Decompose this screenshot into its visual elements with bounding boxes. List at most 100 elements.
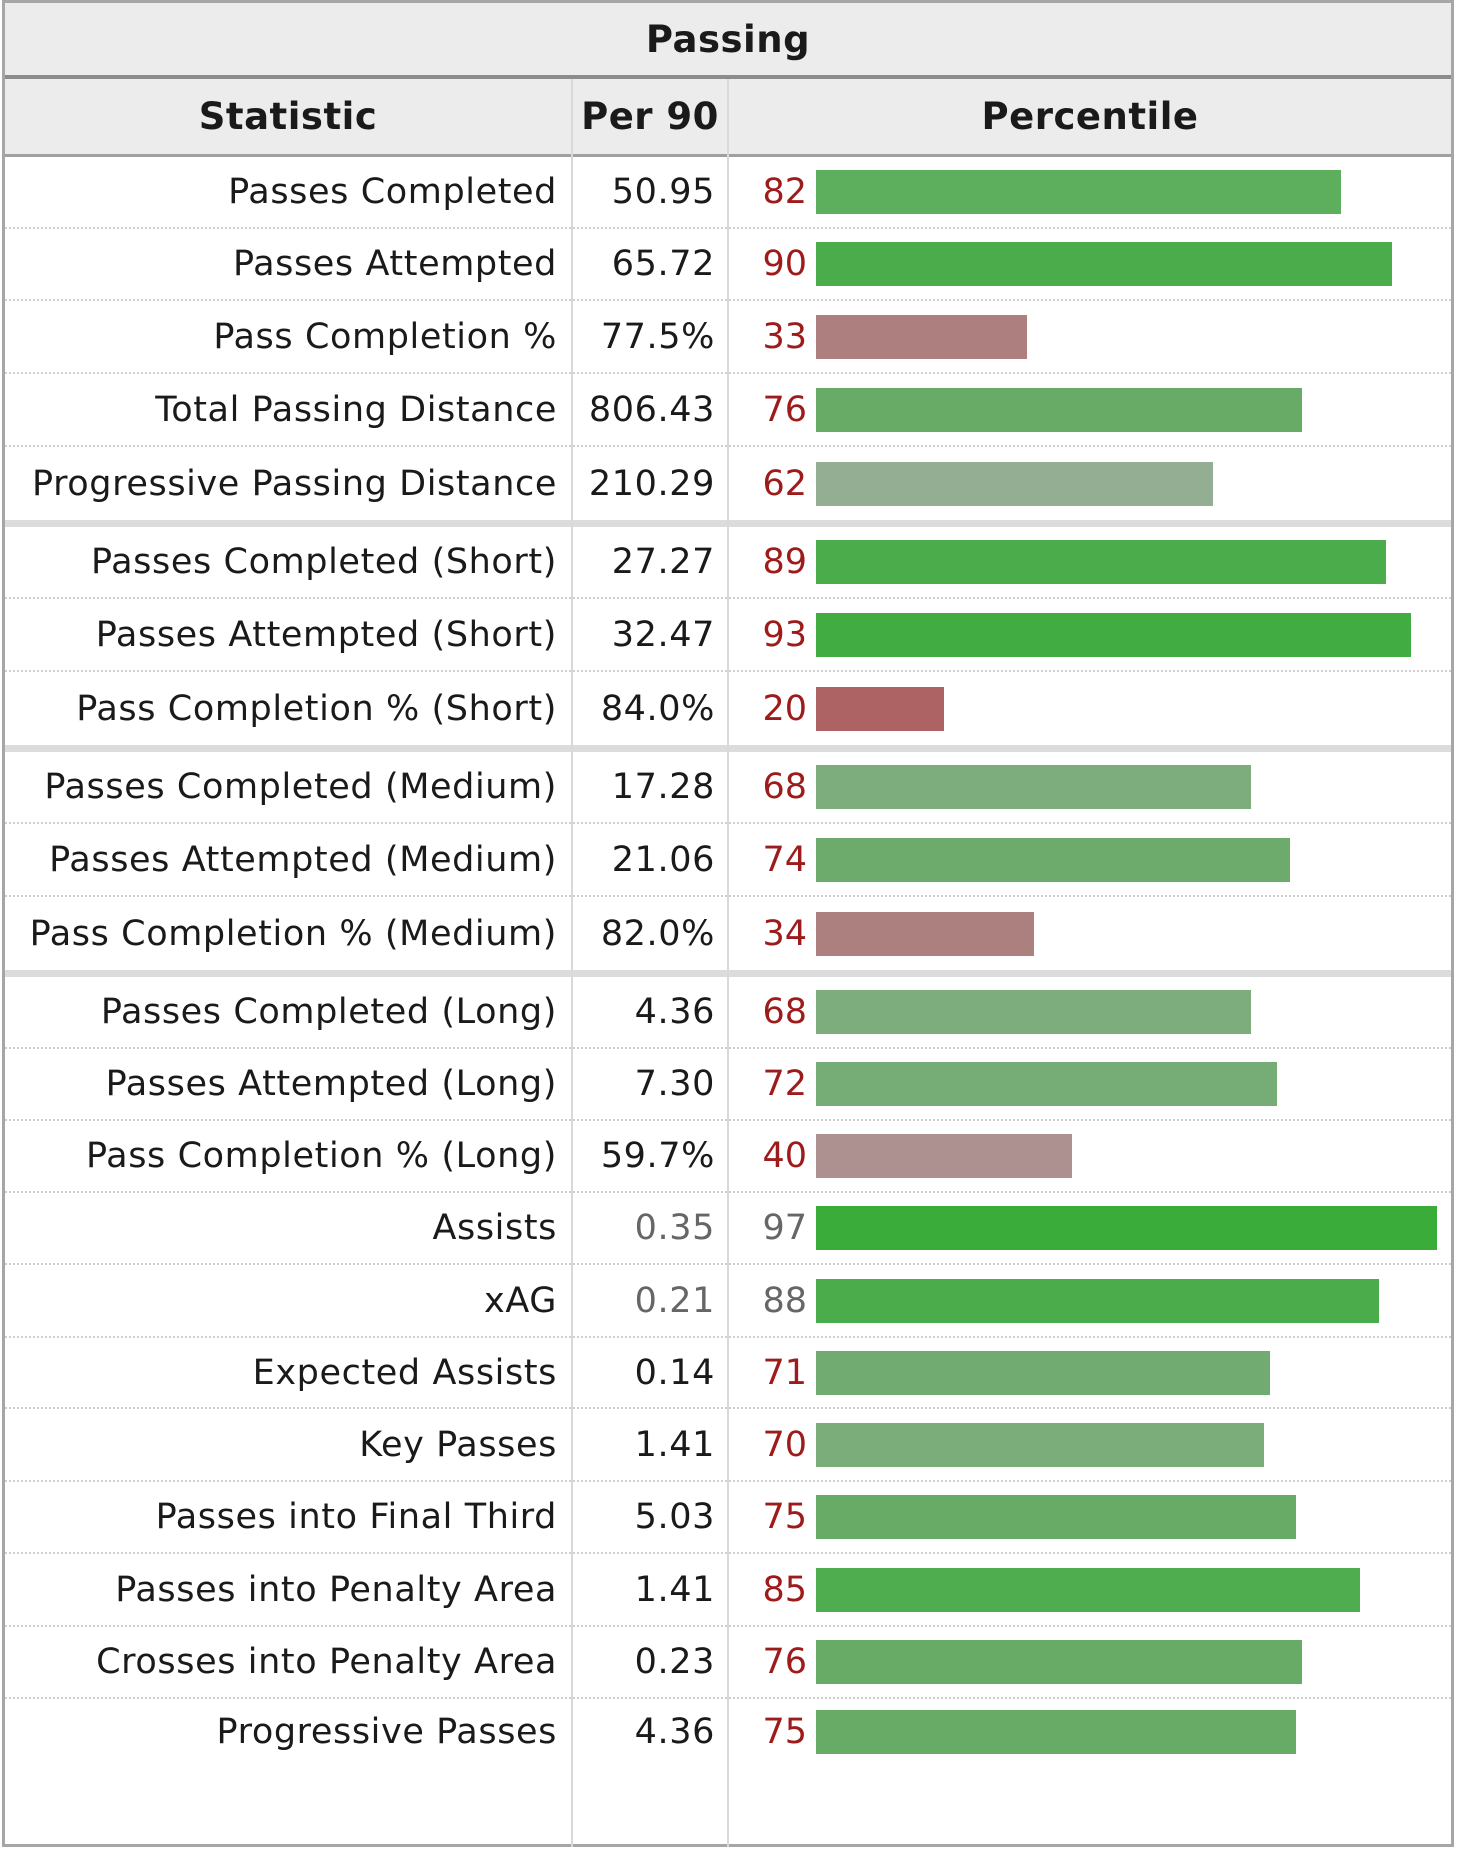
percentile-bar xyxy=(816,1422,1264,1467)
percentile-bar xyxy=(816,1495,1296,1539)
statistic-cell[interactable]: Passes into Final Third xyxy=(155,1497,557,1537)
percentile-bar xyxy=(816,387,1302,432)
statistic-cell[interactable]: Passes Completed xyxy=(228,172,557,212)
per90-cell: 806.43 xyxy=(588,389,715,430)
statistic-cell[interactable]: Pass Completion % (Medium) xyxy=(29,913,557,954)
per90-cell: 4.36 xyxy=(634,992,715,1032)
table-row: Passes Completed (Long) 4.36 68 xyxy=(5,977,1451,1049)
percentile-bar xyxy=(816,686,944,731)
per90-cell: 1.41 xyxy=(634,1424,715,1465)
percentile-bar xyxy=(816,837,1290,882)
per90-cell: 65.72 xyxy=(611,244,715,284)
statistic-cell[interactable]: Passes Attempted (Medium) xyxy=(49,839,557,880)
percentile-value: 74 xyxy=(762,839,807,880)
statistic-cell[interactable]: Pass Completion % (Long) xyxy=(86,1136,557,1176)
per90-cell: 82.0% xyxy=(600,913,715,954)
column-divider xyxy=(727,79,729,1847)
percentile-value: 75 xyxy=(762,1711,807,1752)
percentile-value: 62 xyxy=(762,463,807,504)
percentile-value: 76 xyxy=(762,389,807,430)
column-divider xyxy=(571,79,573,1847)
percentile-bar xyxy=(816,1350,1270,1395)
percentile-value: 76 xyxy=(762,1642,807,1682)
percentile-value: 33 xyxy=(762,316,807,357)
header-per90[interactable]: Per 90 xyxy=(581,95,719,138)
percentile-bar xyxy=(816,314,1027,359)
statistic-cell[interactable]: Passes Completed (Short) xyxy=(91,542,557,582)
percentile-bar xyxy=(816,1567,1360,1612)
percentile-value: 89 xyxy=(762,542,807,582)
per90-cell: 210.29 xyxy=(588,463,715,504)
per90-cell: 59.7% xyxy=(600,1136,715,1176)
percentile-bar xyxy=(816,1134,1072,1178)
statistic-cell[interactable]: Assists xyxy=(432,1208,557,1248)
percentile-value: 93 xyxy=(762,614,807,655)
statistic-cell[interactable]: Progressive Passing Distance xyxy=(31,463,557,504)
per90-cell: 7.30 xyxy=(634,1064,715,1104)
percentile-value: 71 xyxy=(762,1352,807,1393)
per90-cell: 4.36 xyxy=(634,1711,715,1752)
per90-cell: 50.95 xyxy=(611,172,715,212)
per90-cell: 17.28 xyxy=(611,767,715,807)
statistic-cell[interactable]: Passes Attempted (Short) xyxy=(95,614,557,655)
statistic-cell[interactable]: Pass Completion % xyxy=(213,316,557,357)
table-title: Passing xyxy=(5,3,1451,79)
table-row: Passes Completed (Short) 27.27 89 xyxy=(5,527,1451,599)
percentile-bar xyxy=(816,461,1213,506)
percentile-value: 68 xyxy=(762,767,807,807)
percentile-bar xyxy=(816,765,1251,809)
statistic-cell[interactable]: Passes Attempted xyxy=(232,244,557,284)
statistic-cell[interactable]: Passes Completed (Medium) xyxy=(44,767,557,807)
percentile-value: 68 xyxy=(762,992,807,1032)
percentile-value: 90 xyxy=(762,244,807,284)
percentile-value: 82 xyxy=(762,172,807,212)
statistic-cell[interactable]: Progressive Passes xyxy=(216,1711,557,1752)
per90-cell: 0.21 xyxy=(634,1280,715,1321)
percentile-value: 75 xyxy=(762,1497,807,1537)
percentile-bar xyxy=(816,1062,1277,1106)
per90-cell: 0.23 xyxy=(634,1642,715,1682)
per90-cell: 1.41 xyxy=(634,1569,715,1610)
percentile-value: 97 xyxy=(762,1208,807,1248)
per90-cell: 0.35 xyxy=(634,1208,715,1248)
statistic-cell[interactable]: Passes into Penalty Area xyxy=(115,1569,557,1610)
table-row: Crosses into Penalty Area 0.23 76 xyxy=(5,1627,1451,1699)
per90-cell: 27.27 xyxy=(611,542,715,582)
percentile-value: 40 xyxy=(762,1136,807,1176)
per90-cell: 32.47 xyxy=(611,614,715,655)
percentile-bar xyxy=(816,612,1411,657)
statistic-cell[interactable]: Crosses into Penalty Area xyxy=(96,1642,557,1682)
percentile-value: 85 xyxy=(762,1569,807,1610)
table-row: Pass Completion % (Medium) 82.0% 34 xyxy=(5,897,1451,977)
percentile-bar xyxy=(816,990,1251,1034)
percentile-value: 70 xyxy=(762,1424,807,1465)
statistic-cell[interactable]: Passes Attempted (Long) xyxy=(105,1064,557,1104)
percentile-bar xyxy=(816,1206,1437,1250)
statistic-cell[interactable]: Key Passes xyxy=(359,1424,557,1465)
percentile-value: 72 xyxy=(762,1064,807,1104)
header-statistic[interactable]: Statistic xyxy=(198,95,378,138)
percentile-bar xyxy=(816,1278,1379,1323)
per90-cell: 0.14 xyxy=(634,1352,715,1393)
percentile-bar xyxy=(816,170,1341,214)
table-row: Progressive Passes 4.36 75 xyxy=(5,1699,1451,1764)
per90-cell: 21.06 xyxy=(611,839,715,880)
percentile-bar xyxy=(816,1640,1302,1684)
header-percentile[interactable]: Percentile xyxy=(981,95,1199,138)
percentile-value: 34 xyxy=(762,913,807,954)
statistic-cell[interactable]: Pass Completion % (Short) xyxy=(76,688,557,729)
percentile-bar xyxy=(816,540,1386,584)
statistic-cell[interactable]: Passes Completed (Long) xyxy=(100,992,557,1032)
statistic-cell[interactable]: Expected Assists xyxy=(252,1352,557,1393)
statistic-cell[interactable]: xAG xyxy=(484,1280,557,1321)
table-row: Passes Completed (Medium) 17.28 68 xyxy=(5,752,1451,824)
percentile-value: 20 xyxy=(762,688,807,729)
percentile-bar xyxy=(816,911,1034,956)
percentile-bar xyxy=(816,242,1392,286)
percentile-bar xyxy=(816,1709,1296,1754)
statistic-cell[interactable]: Total Passing Distance xyxy=(155,389,557,430)
per90-cell: 5.03 xyxy=(634,1497,715,1537)
table-row: Assists 0.35 97 xyxy=(5,1193,1451,1265)
per90-cell: 84.0% xyxy=(600,688,715,729)
